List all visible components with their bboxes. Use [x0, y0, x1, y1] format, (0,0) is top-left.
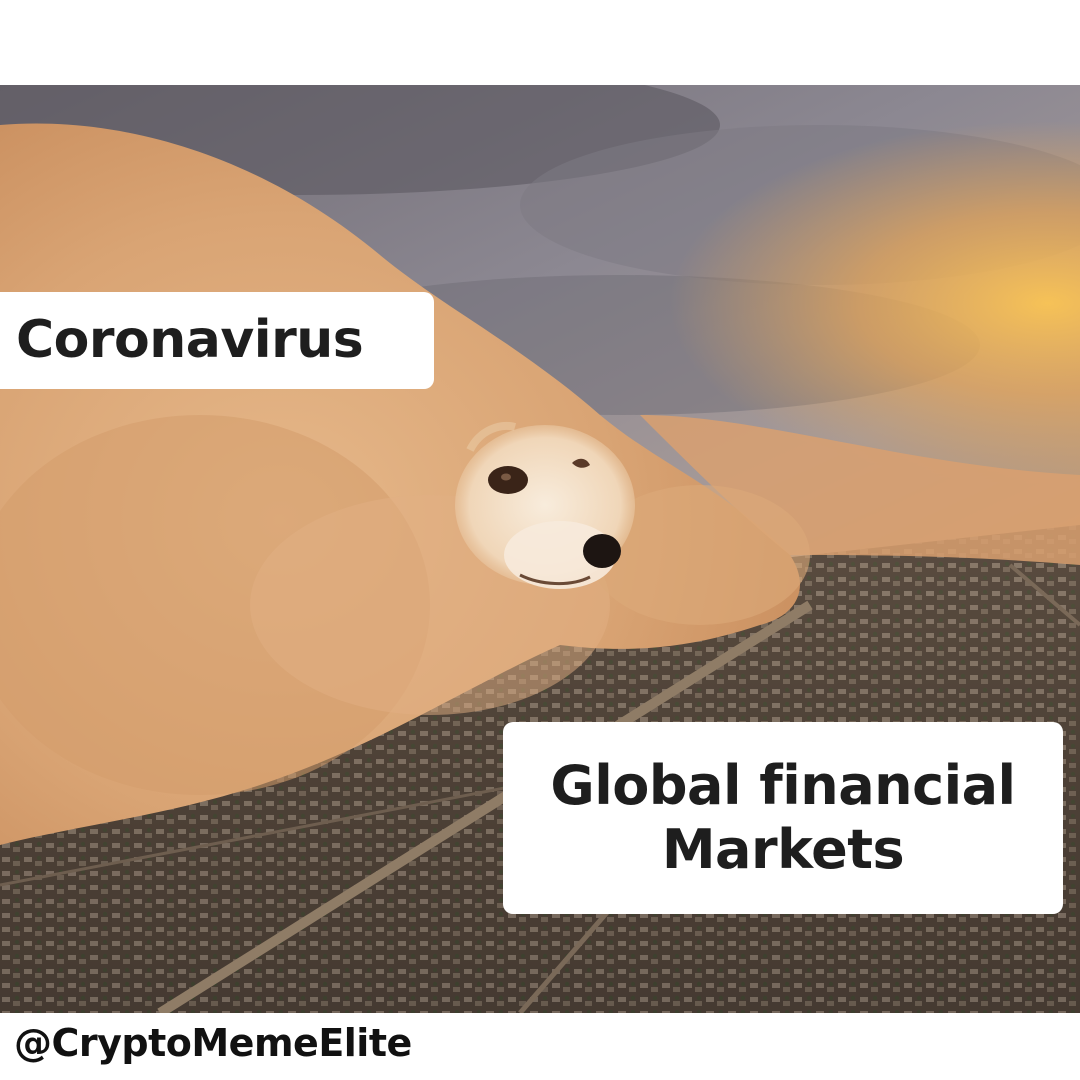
bottom-caption-text: Global financial Markets: [550, 754, 1016, 881]
account-watermark: @CryptoMemeElite: [14, 1021, 412, 1065]
top-caption-text: Coronavirus: [16, 309, 364, 370]
bottom-caption-label: Global financial Markets: [503, 722, 1063, 914]
top-caption-label: Coronavirus: [0, 292, 434, 389]
